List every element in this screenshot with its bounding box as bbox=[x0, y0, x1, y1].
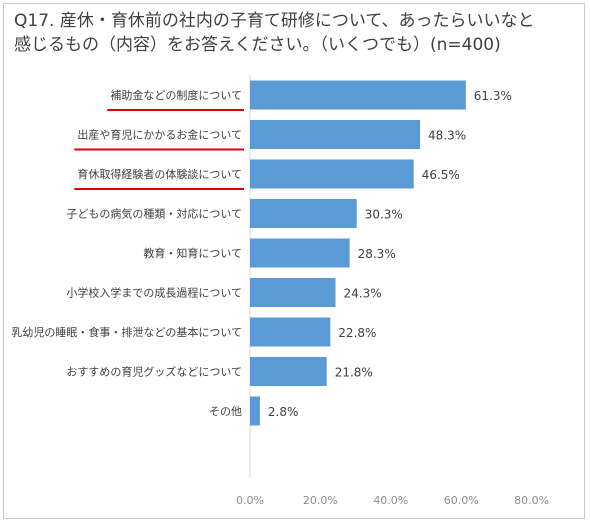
bar-5 bbox=[250, 278, 336, 307]
value-label-4: 28.3% bbox=[358, 247, 396, 261]
bar-4 bbox=[250, 238, 350, 268]
category-label-3: 子どもの病気の種類・対応について bbox=[66, 207, 242, 221]
x-tick-label-3: 60.0% bbox=[444, 494, 479, 507]
x-tick-label-1: 20.0% bbox=[303, 494, 338, 507]
x-tick-label-2: 40.0% bbox=[373, 494, 408, 507]
value-label-7: 21.8% bbox=[335, 366, 373, 380]
value-label-6: 22.8% bbox=[338, 326, 376, 340]
value-label-3: 30.3% bbox=[365, 208, 403, 222]
category-label-8: その他 bbox=[209, 405, 242, 418]
category-label-7: おすすめの育児グッズなどについて bbox=[66, 365, 242, 379]
x-tick-label-0: 0.0% bbox=[236, 494, 264, 507]
bar-2 bbox=[250, 159, 414, 189]
category-label-1: 出産や育児にかかるお金について bbox=[77, 128, 242, 142]
category-label-6: 乳幼児の睡眠・食事・排泄などの基本について bbox=[11, 325, 242, 339]
category-label-0: 補助金などの制度について bbox=[110, 88, 242, 102]
bar-8 bbox=[250, 396, 260, 426]
bar-1 bbox=[250, 120, 420, 149]
category-label-5: 小学校入学までの成長過程について bbox=[66, 286, 242, 300]
value-label-5: 24.3% bbox=[344, 287, 382, 301]
category-label-2: 育休取得経験者の体験談について bbox=[77, 167, 242, 181]
x-tick-label-4: 80.0% bbox=[514, 494, 549, 507]
category-label-4: 教育・知育について bbox=[143, 246, 242, 260]
value-label-0: 61.3% bbox=[474, 89, 512, 103]
value-label-8: 2.8% bbox=[268, 405, 299, 419]
value-label-1: 48.3% bbox=[428, 129, 466, 143]
chart-title: Q17. 産休・育休前の社内の子育て研修について、あったらいいなと 感じるもの（… bbox=[14, 9, 579, 57]
bar-7 bbox=[250, 357, 327, 386]
chart-title-line-1: Q17. 産休・育休前の社内の子育て研修について、あったらいいなと bbox=[14, 11, 535, 31]
bar-6 bbox=[250, 317, 331, 347]
value-label-2: 46.5% bbox=[422, 168, 460, 182]
chart-title-line-2: 感じるもの（内容）をお答えください。（いくつでも）(n=400) bbox=[14, 35, 501, 55]
bar-3 bbox=[250, 199, 357, 228]
bar-0 bbox=[250, 80, 466, 110]
